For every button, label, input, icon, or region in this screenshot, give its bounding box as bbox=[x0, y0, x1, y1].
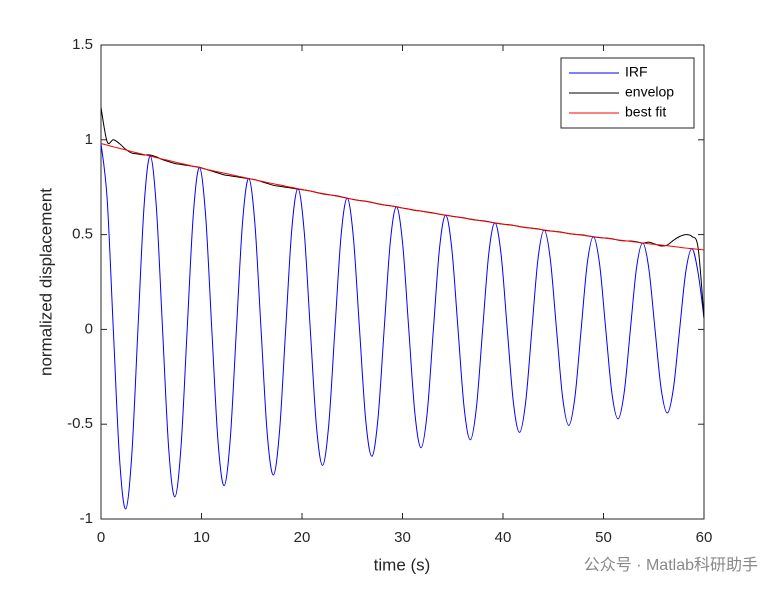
x-axis-title: time (s) bbox=[374, 555, 431, 574]
x-tick-label: 30 bbox=[394, 529, 411, 546]
y-tick-label: 1 bbox=[85, 131, 93, 148]
legend-label: envelop bbox=[625, 84, 674, 100]
x-tick-label: 50 bbox=[595, 529, 612, 546]
x-tick-label: 60 bbox=[696, 529, 713, 546]
y-tick-label: -0.5 bbox=[67, 415, 93, 432]
y-axis-title: normalized displacement bbox=[36, 188, 55, 376]
watermark: 公众号 · Matlab科研助手 bbox=[584, 556, 758, 574]
legend-label: IRF bbox=[625, 64, 648, 80]
y-tick-label: 0.5 bbox=[72, 226, 93, 243]
x-tick-label: 0 bbox=[97, 529, 105, 546]
x-tick-label: 20 bbox=[294, 529, 311, 546]
x-tick-label: 40 bbox=[495, 529, 512, 546]
y-tick-label: 0 bbox=[85, 320, 93, 337]
x-tick-label: 10 bbox=[193, 529, 210, 546]
y-tick-label: 1.5 bbox=[72, 36, 93, 53]
line-best-fit bbox=[101, 143, 704, 251]
line-irf bbox=[101, 143, 704, 510]
y-tick-label: -1 bbox=[80, 510, 93, 527]
legend-label: best fit bbox=[625, 104, 666, 120]
